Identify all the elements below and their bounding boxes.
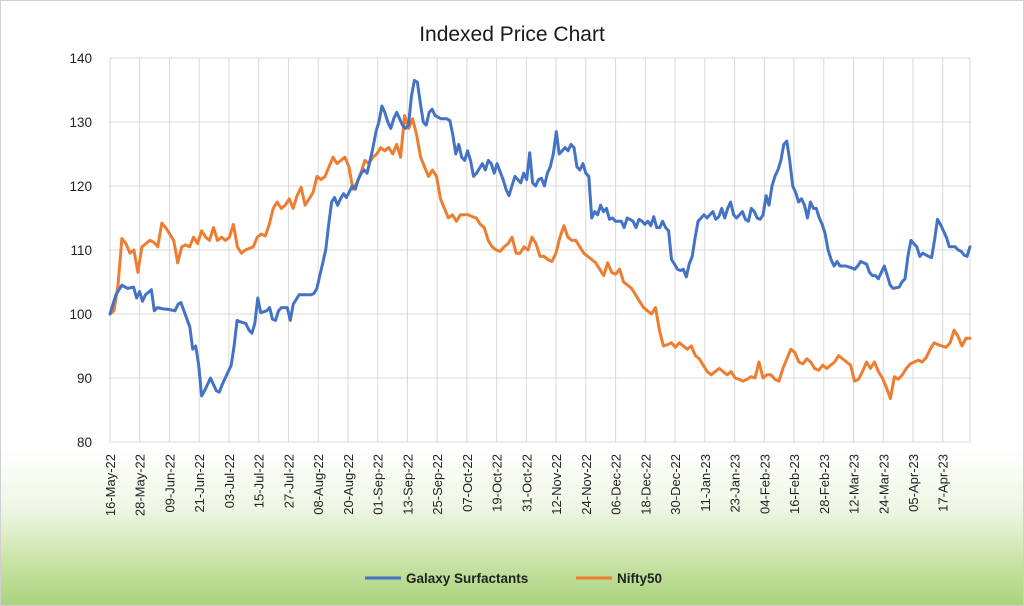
x-tick-label: 28-Feb-23 bbox=[817, 454, 832, 514]
x-tick-label: 06-Dec-22 bbox=[609, 454, 624, 515]
x-tick-label: 08-Aug-22 bbox=[311, 454, 326, 515]
x-tick-label: 17-Apr-23 bbox=[936, 454, 951, 512]
x-tick-label: 24-Nov-22 bbox=[579, 454, 594, 515]
series-line-nifty50 bbox=[108, 114, 972, 400]
legend-label-nifty50: Nifty50 bbox=[617, 571, 662, 586]
legend-label-galaxy-surfactants: Galaxy Surfactants bbox=[406, 571, 528, 586]
x-tick-label: 31-Oct-22 bbox=[519, 454, 534, 512]
x-tick-label: 18-Dec-22 bbox=[638, 454, 653, 515]
x-tick-label: 15-Jul-22 bbox=[252, 454, 267, 508]
x-tick-label: 12-Nov-22 bbox=[549, 454, 564, 515]
x-tick-label: 28-May-22 bbox=[133, 454, 148, 516]
x-tick-label: 21-Jun-22 bbox=[192, 454, 207, 513]
series-line-galaxy-surfactants bbox=[108, 78, 972, 398]
x-axis-tick-labels: 16-May-22 28-May-22 09-Jun-22 21-Jun-22 03-J… bbox=[103, 454, 951, 516]
x-tick-label: 07-Oct-22 bbox=[460, 454, 475, 512]
x-tick-label: 30-Dec-22 bbox=[668, 454, 683, 515]
x-tick-label: 09-Jun-22 bbox=[162, 454, 177, 513]
x-tick-label: 20-Aug-22 bbox=[341, 454, 356, 515]
y-tick-label: 140 bbox=[69, 51, 92, 66]
x-tick-label: 13-Sep-22 bbox=[400, 454, 415, 515]
x-tick-label: 27-Jul-22 bbox=[281, 454, 296, 508]
x-tick-label: 05-Apr-23 bbox=[906, 454, 921, 512]
x-tick-label: 11-Jan-23 bbox=[698, 454, 713, 512]
chart-title: Indexed Price Chart bbox=[419, 23, 605, 46]
x-tick-label: 23-Jan-23 bbox=[728, 454, 743, 513]
x-tick-label: 24-Mar-23 bbox=[876, 454, 891, 514]
x-tick-label: 19-Oct-22 bbox=[490, 454, 505, 512]
y-tick-label: 100 bbox=[69, 307, 92, 322]
series-lines bbox=[108, 78, 972, 400]
x-tick-label: 16-Feb-23 bbox=[787, 454, 802, 514]
y-tick-label: 80 bbox=[77, 435, 92, 450]
x-tick-label: 03-Jul-22 bbox=[222, 454, 237, 508]
x-tick-label: 04-Feb-23 bbox=[757, 454, 772, 514]
y-tick-label: 110 bbox=[70, 243, 92, 258]
x-tick-label: 01-Sep-22 bbox=[371, 454, 386, 515]
y-tick-label: 120 bbox=[69, 179, 92, 194]
x-tick-label: 12-Mar-23 bbox=[847, 454, 862, 514]
gridlines bbox=[109, 57, 971, 443]
y-tick-label: 130 bbox=[69, 115, 92, 130]
legend: Galaxy Surfactants Nifty50 bbox=[365, 571, 662, 586]
y-axis-tick-labels: 80 90 100 110 120 130 140 bbox=[69, 51, 92, 450]
y-tick-label: 90 bbox=[77, 371, 92, 386]
x-tick-label: 25-Sep-22 bbox=[430, 454, 445, 515]
x-tick-label: 16-May-22 bbox=[103, 454, 118, 516]
